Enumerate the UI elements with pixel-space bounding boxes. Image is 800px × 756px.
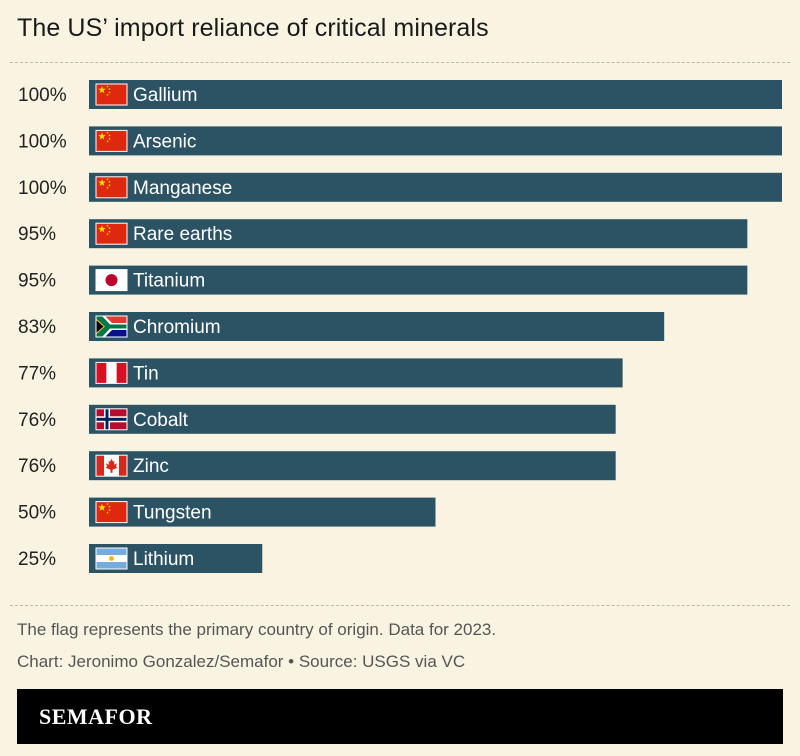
argentina-flag-icon: [95, 547, 128, 570]
category-label: Cobalt: [133, 410, 189, 431]
bar-row: 76% Zinc: [18, 451, 616, 481]
category-label: Lithium: [133, 549, 194, 570]
bar-row: 76% Cobalt: [18, 404, 616, 434]
japan-flag-icon: [95, 269, 128, 292]
brand-logo: SEMAFOR: [39, 704, 153, 729]
bar-titanium: [89, 265, 748, 295]
bar-row: 77% Tin: [18, 358, 623, 388]
bar-chart: 100% Gallium 100% Arsenic 100% Manganese 95% Ra…: [18, 80, 782, 573]
value-label: 95%: [18, 224, 56, 245]
brand-footer: SEMAFOR: [17, 689, 783, 744]
value-label: 95%: [18, 271, 56, 292]
bar-tungsten: [89, 497, 436, 527]
category-label: Arsenic: [133, 131, 196, 152]
bar-arsenic: [89, 126, 782, 156]
bar-chromium: [89, 312, 665, 341]
south-africa-flag-icon: [95, 315, 128, 338]
value-label: 100%: [18, 178, 67, 199]
bottom-divider: [10, 605, 790, 606]
source-credit: Chart: Jeronimo Gonzalez/Semafor • Sourc…: [17, 652, 466, 671]
peru-flag-icon: [95, 361, 128, 384]
category-label: Rare earths: [133, 224, 232, 245]
bar-manganese: [89, 172, 782, 202]
bar-row: 25% Lithium: [18, 544, 263, 573]
top-divider: [10, 62, 790, 63]
value-label: 100%: [18, 131, 67, 152]
bar-rare-earths: [89, 219, 748, 249]
category-label: Tungsten: [133, 503, 212, 524]
value-label: 83%: [18, 317, 56, 338]
chart-title: The US’ import reliance of critical mine…: [17, 14, 489, 42]
bar-row: 95% Titanium: [18, 265, 748, 295]
bar-row: 50% Tungsten: [18, 497, 436, 527]
bar-row: 100% Gallium: [18, 80, 782, 109]
value-label: 76%: [18, 456, 56, 477]
value-label: 77%: [18, 363, 56, 384]
category-label: Titanium: [133, 271, 205, 292]
china-flag-icon: [95, 83, 128, 106]
bar-row: 95% Rare earths: [18, 219, 748, 249]
norway-flag-icon: [95, 408, 128, 431]
china-flag-icon: [95, 176, 128, 199]
bar-row: 83% Chromium: [18, 312, 665, 341]
bar-row: 100% Manganese: [18, 172, 782, 202]
value-label: 25%: [18, 549, 56, 570]
flag-note: The flag represents the primary country …: [17, 620, 497, 639]
category-label: Manganese: [133, 178, 232, 199]
value-label: 76%: [18, 410, 56, 431]
value-label: 100%: [18, 85, 67, 106]
value-label: 50%: [18, 503, 56, 524]
category-label: Chromium: [133, 317, 221, 338]
bar-zinc: [89, 451, 616, 481]
category-label: Tin: [133, 363, 159, 384]
bar-cobalt: [89, 404, 616, 434]
category-label: Gallium: [133, 85, 197, 106]
category-label: Zinc: [133, 456, 169, 477]
bar-gallium: [89, 80, 782, 109]
bar-tin: [89, 358, 623, 388]
canada-flag-icon: [95, 454, 128, 477]
china-flag-icon: [95, 501, 128, 524]
bar-row: 100% Arsenic: [18, 126, 782, 156]
china-flag-icon: [95, 129, 128, 152]
china-flag-icon: [95, 222, 128, 245]
